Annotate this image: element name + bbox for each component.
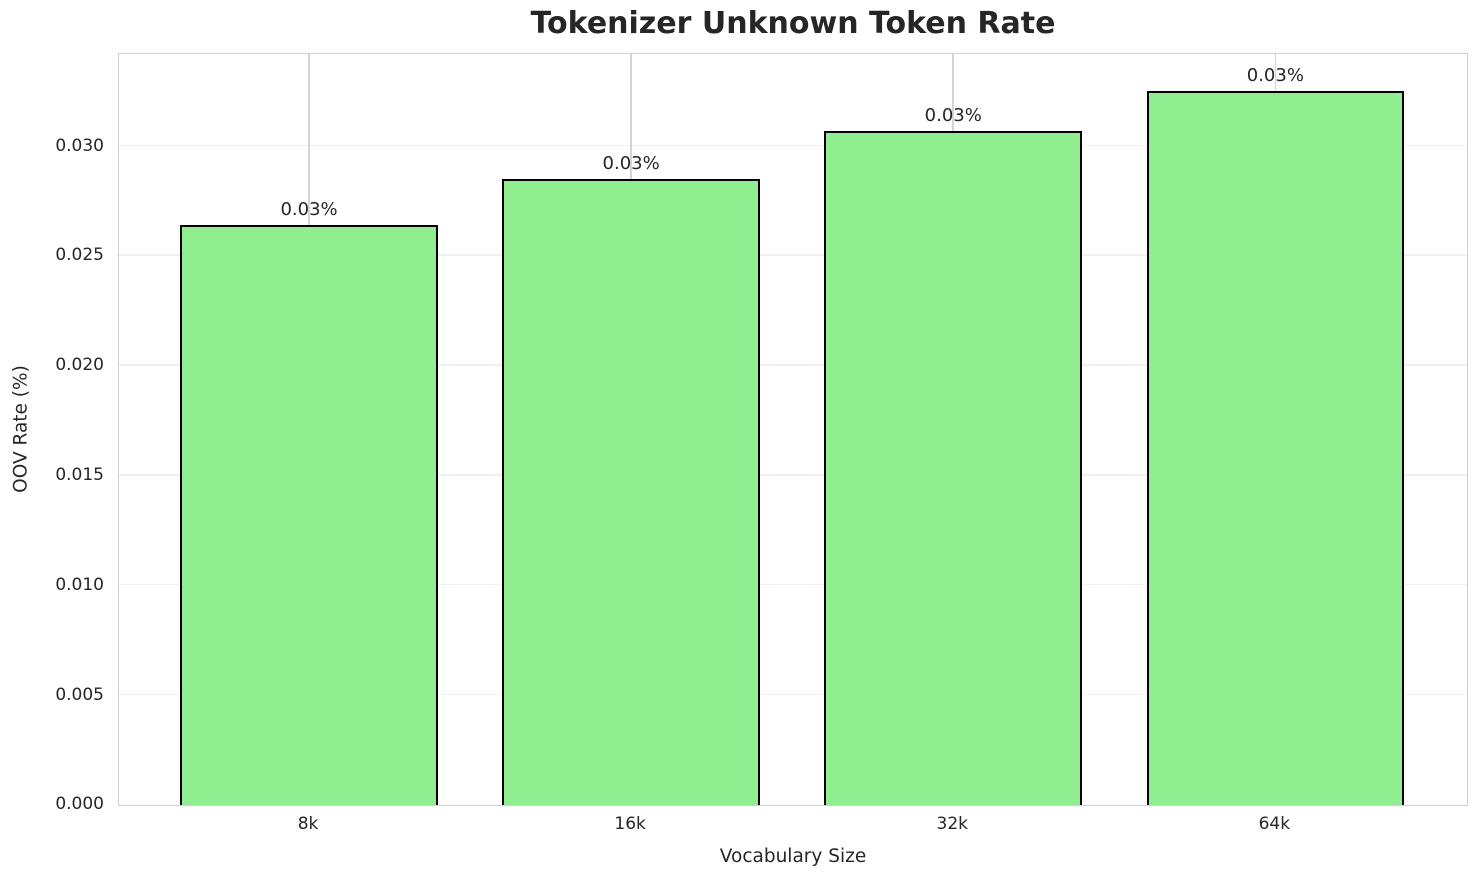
bar-8k [180, 225, 438, 805]
bar-value-label: 0.03% [602, 153, 660, 175]
x-tick-label: 16k [614, 814, 646, 834]
gridline-horizontal [119, 144, 1467, 147]
gridline-horizontal [119, 693, 1467, 696]
y-tick-label: 0.030 [55, 135, 104, 156]
y-tick-labels: 0.000 0.005 0.010 0.015 0.020 0.025 0.030 [0, 53, 104, 815]
gridline-horizontal [119, 583, 1467, 586]
bar-value-label: 0.03% [1246, 65, 1304, 87]
bar-64k [1146, 91, 1405, 805]
bar-value-label: 0.03% [924, 104, 982, 126]
x-tick-labels: 8k 16k 32k 64k [118, 814, 1468, 840]
chart-title: Tokenizer Unknown Token Rate [530, 6, 1056, 41]
bar-value-label: 0.03% [280, 199, 338, 221]
x-tick-label: 8k [297, 814, 319, 834]
y-tick-label: 0.020 [55, 355, 104, 376]
plot-area: 0.03% 0.03% 0.03% 0.03% [118, 53, 1468, 806]
x-axis-title: Vocabulary Size [719, 846, 867, 867]
y-tick-label: 0.015 [55, 464, 104, 485]
gridline-horizontal [119, 254, 1467, 256]
y-tick-label: 0.005 [55, 684, 104, 705]
y-tick-label: 0.025 [55, 245, 104, 266]
x-tick-label: 32k [936, 814, 968, 834]
gridline-horizontal [119, 364, 1467, 366]
gridline-horizontal [119, 473, 1467, 476]
x-tick-label: 64k [1258, 814, 1291, 834]
bar-16k [502, 179, 760, 805]
bar-32k [824, 130, 1083, 805]
y-tick-label: 0.000 [55, 794, 104, 815]
y-tick-label: 0.010 [55, 574, 104, 595]
